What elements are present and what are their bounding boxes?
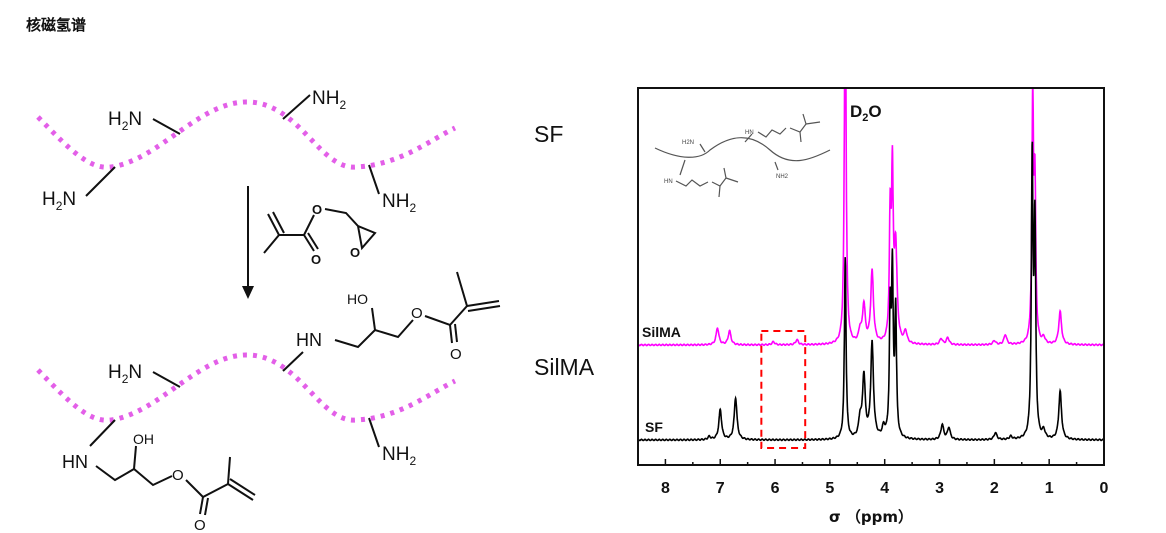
svg-text:OH: OH — [133, 431, 154, 447]
svg-text:HN: HN — [62, 452, 88, 472]
plot-frame — [637, 87, 1105, 466]
svg-text:O: O — [194, 517, 206, 533]
x-tick-label: 4 — [880, 480, 889, 497]
sf-label: SF — [534, 121, 563, 147]
bond — [368, 417, 380, 448]
sf-polymer-chain — [36, 99, 457, 170]
arrow-head-icon — [242, 286, 254, 299]
silma-label: SilMA — [534, 354, 595, 380]
x-tick-label: 6 — [771, 480, 780, 497]
amine-label: H2N — [108, 362, 142, 386]
svg-text:HN: HN — [296, 330, 322, 350]
spectrum-line-sf — [639, 141, 1103, 442]
x-tick-label: 8 — [661, 480, 670, 497]
inset-structure: H2N HN NH2 HN — [654, 113, 831, 198]
silma-polymer-chain — [36, 352, 457, 423]
svg-text:HN: HN — [745, 130, 754, 136]
highlight-box — [760, 330, 807, 449]
svg-text:O: O — [172, 467, 184, 484]
amine-label: H2N — [108, 109, 142, 133]
series-label-silma: SilMA — [642, 324, 681, 340]
svg-text:O: O — [311, 252, 321, 267]
spectrum-line-silma — [639, 89, 1103, 347]
x-tick-label: 2 — [990, 480, 999, 497]
bond — [282, 94, 311, 120]
x-tick-label: 3 — [935, 480, 944, 497]
x-tick-label: 7 — [716, 480, 725, 497]
bond — [85, 166, 116, 197]
svg-text:O: O — [411, 305, 423, 322]
x-tick-label: 1 — [1045, 480, 1054, 497]
methacrylate-branch-left: HN OH O O — [62, 419, 256, 533]
svg-text:HN: HN — [664, 179, 673, 185]
svg-text:O: O — [450, 346, 462, 363]
bond — [152, 371, 181, 388]
x-tick-label: 5 — [825, 480, 834, 497]
svg-text:O: O — [350, 245, 360, 260]
d2o-annotation: D2O — [850, 102, 882, 124]
methacrylate-branch-right: HN HO O O — [282, 271, 501, 372]
bond — [368, 164, 380, 195]
svg-text:HO: HO — [347, 291, 368, 307]
svg-text:H2N: H2N — [682, 140, 694, 146]
section-title: 核磁氢谱 — [26, 16, 87, 34]
svg-text:NH2: NH2 — [776, 174, 789, 180]
x-tick-label: 0 — [1100, 480, 1109, 497]
reaction-scheme: H2N NH2 H2N NH2 SF O O O H2N NH2 HN HO O… — [36, 88, 595, 533]
svg-text:O: O — [312, 202, 322, 217]
series-label-sf: SF — [645, 419, 663, 435]
x-axis-label: σ （ppm） — [829, 508, 913, 526]
gma-reagent-structure: O O O — [263, 202, 377, 267]
bond — [152, 118, 181, 135]
